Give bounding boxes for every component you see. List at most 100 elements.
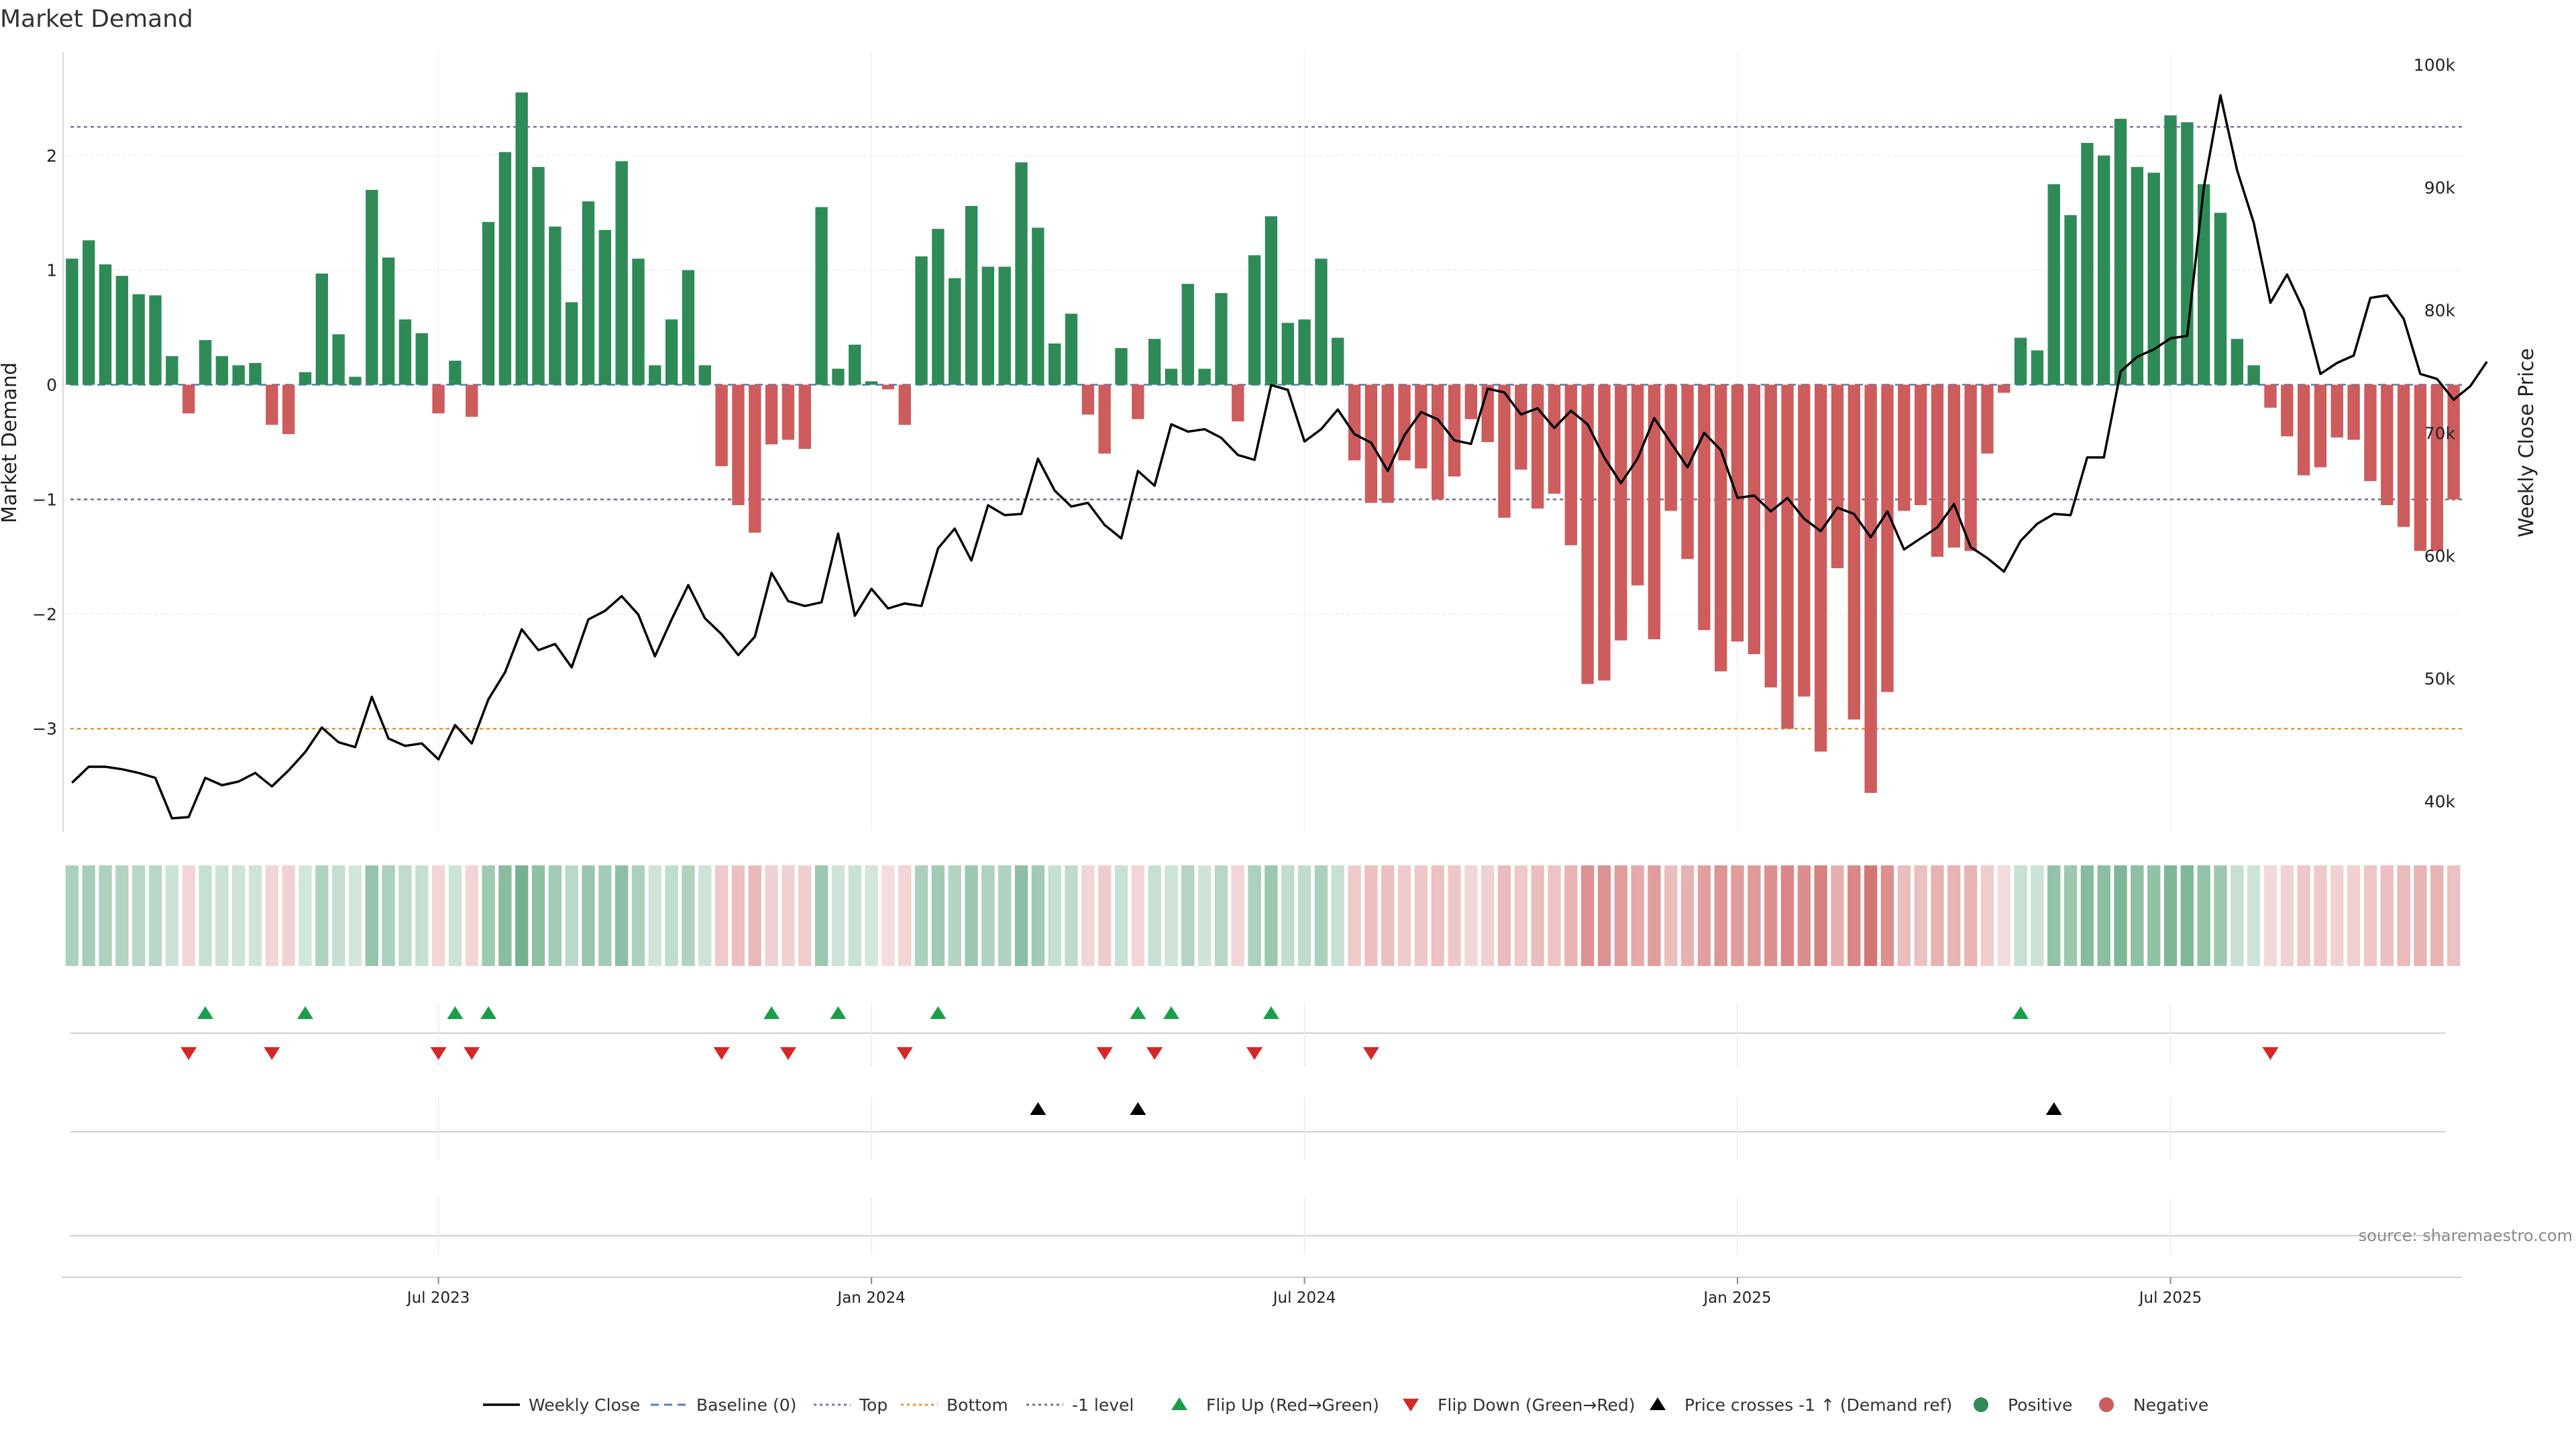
- heat-cell: [1297, 865, 1311, 966]
- heat-cell: [348, 865, 362, 966]
- demand-bar: [1498, 384, 1511, 518]
- demand-bar: [2181, 122, 2194, 385]
- heat-cell: [2080, 865, 2094, 966]
- heat-cell: [1414, 865, 1428, 966]
- demand-bar: [1914, 384, 1927, 505]
- flip-up-marker: [2012, 1006, 2029, 1019]
- heat-cell: [1348, 865, 1361, 966]
- heat-cell: [2330, 865, 2344, 966]
- demand-bar: [1998, 384, 2010, 393]
- demand-bar: [432, 384, 445, 414]
- demand-bar: [1681, 384, 1694, 559]
- demand-bar: [582, 201, 595, 385]
- demand-bar: [2114, 119, 2127, 385]
- demand-bar: [849, 344, 861, 385]
- demand-bar: [898, 384, 911, 425]
- heat-cell: [748, 865, 761, 966]
- flip-down-marker: [1246, 1047, 1263, 1060]
- heat-cell: [182, 865, 195, 966]
- demand-bar: [366, 190, 378, 385]
- heat-cell: [1248, 865, 1261, 966]
- legend-label: Flip Up (Red→Green): [1206, 1395, 1379, 1415]
- x-tick-label: Jul 2024: [1272, 1289, 1336, 1307]
- heat-cell: [2430, 865, 2444, 966]
- demand-bar: [1198, 368, 1211, 385]
- heat-cell: [331, 865, 345, 966]
- demand-bar: [1581, 384, 1594, 684]
- y-tick-label: 0: [46, 376, 57, 395]
- heat-cell: [2447, 865, 2461, 966]
- demand-bar: [2297, 384, 2310, 476]
- x-tick-label: Jan 2024: [836, 1289, 905, 1307]
- legend-label: Flip Down (Green→Red): [1438, 1395, 1635, 1415]
- flip-down-marker: [713, 1047, 730, 1060]
- y-tick-label: −2: [32, 604, 57, 624]
- heat-cell: [431, 865, 445, 966]
- demand-bar: [1648, 384, 1661, 639]
- heat-cell: [765, 865, 778, 966]
- y-axis-right: 100k 90k 80k 70k 60k 50k 40k: [2414, 55, 2456, 811]
- heat-cell: [582, 865, 595, 966]
- heat-cell: [2014, 865, 2027, 966]
- legend-symbol: [1171, 1397, 1187, 1410]
- heat-cell: [1048, 865, 1061, 966]
- demand-bar: [1032, 227, 1044, 385]
- heat-cell: [515, 865, 529, 966]
- y2-tick-label: 60k: [2424, 546, 2456, 566]
- demand-bar: [115, 276, 129, 385]
- demand-bar: [1764, 384, 1777, 688]
- heat-cell: [1564, 865, 1578, 966]
- legend-symbol: [1650, 1397, 1666, 1410]
- y2-tick-label: 70k: [2424, 423, 2456, 443]
- y2-tick-label: 50k: [2424, 669, 2456, 688]
- heat-cell: [2114, 865, 2127, 966]
- heat-cell: [1714, 865, 1727, 966]
- heat-cell: [848, 865, 861, 966]
- heat-cell: [65, 865, 79, 966]
- demand-bar: [266, 384, 278, 425]
- y2-tick-label: 80k: [2424, 301, 2456, 320]
- flip-down-marker: [180, 1047, 197, 1060]
- weekly-close-series: [71, 94, 2488, 820]
- heat-cell: [1031, 865, 1045, 966]
- demand-bar: [482, 221, 495, 385]
- heat-cell: [282, 865, 295, 966]
- y2-axis-label: Weekly Close Price: [2515, 348, 2538, 537]
- heat-cell: [1997, 865, 2010, 966]
- demand-bar: [566, 302, 578, 385]
- legend-item-weekly-close: Weekly Close: [483, 1395, 640, 1415]
- demand-bar: [2381, 384, 2394, 505]
- legend-symbol: [2099, 1397, 2114, 1412]
- heat-cell: [831, 865, 845, 966]
- heat-cell: [2031, 865, 2044, 966]
- demand-bar: [332, 334, 345, 385]
- heat-cell: [231, 865, 246, 966]
- demand-bar: [66, 258, 78, 385]
- demand-bar: [415, 333, 428, 385]
- demand-bar: [549, 226, 561, 385]
- demand-bar: [498, 152, 512, 385]
- demand-bar: [2397, 384, 2410, 527]
- event-markers: [70, 1003, 2445, 1254]
- demand-heat-strip: [65, 865, 2461, 966]
- demand-bar: [1265, 216, 1278, 385]
- heat-cell: [1797, 865, 1811, 966]
- heat-cell: [1814, 865, 1827, 966]
- demand-bar: [132, 294, 145, 385]
- heat-cell: [665, 865, 678, 966]
- demand-bar: [215, 356, 229, 385]
- heat-cell: [1331, 865, 1344, 966]
- heat-cell: [2363, 865, 2377, 966]
- demand-bar: [1098, 384, 1111, 454]
- heat-cell: [265, 865, 279, 966]
- demand-bar: [398, 319, 412, 385]
- price-cross-marker: [2045, 1102, 2062, 1115]
- legend-symbol: [1974, 1397, 1988, 1412]
- legend-item-bottom: Bottom: [901, 1395, 1008, 1415]
- demand-bar: [1715, 384, 1727, 672]
- heat-cell: [2097, 865, 2110, 966]
- demand-bar: [166, 356, 178, 385]
- y2-tick-label: 40k: [2424, 792, 2456, 811]
- heat-cell: [1381, 865, 1395, 966]
- heat-cell: [1065, 865, 1078, 966]
